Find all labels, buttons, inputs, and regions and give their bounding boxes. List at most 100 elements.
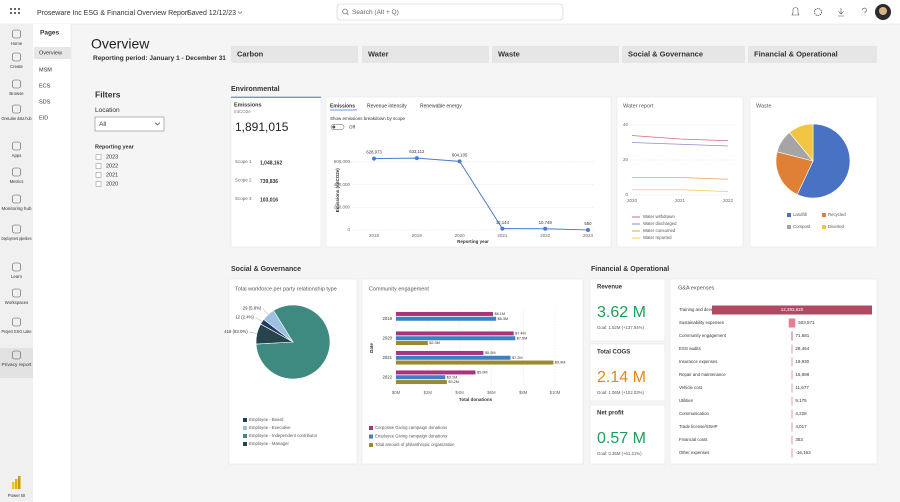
line bbox=[373, 157, 589, 231]
point bbox=[414, 156, 419, 161]
saved-chevron[interactable] bbox=[237, 11, 243, 14]
tab-label: Financial & Operational bbox=[754, 49, 838, 58]
download-icon[interactable] bbox=[838, 8, 844, 17]
scope-label: Scope 3 bbox=[235, 196, 252, 201]
nav-label[interactable]: Deployment pipelines bbox=[2, 236, 32, 241]
emissions-total: 1,891,015 bbox=[235, 120, 289, 134]
kpi-title: Net profit bbox=[597, 411, 624, 417]
funnel-bar bbox=[791, 370, 793, 380]
page-item[interactable]: EID bbox=[39, 115, 48, 121]
legend-swatch bbox=[243, 426, 247, 430]
page-item[interactable]: ECS bbox=[39, 83, 51, 89]
tab[interactable] bbox=[748, 46, 877, 63]
bar bbox=[396, 341, 428, 346]
location-dropdown[interactable] bbox=[94, 116, 165, 132]
chart-tab[interactable]: Renewable energy bbox=[420, 103, 462, 109]
nav-label[interactable]: Home bbox=[11, 41, 23, 46]
card-unit: mtCO2e bbox=[234, 109, 251, 114]
line bbox=[632, 189, 729, 192]
legend-label: Landfill bbox=[793, 212, 807, 217]
nav-label[interactable]: Browse bbox=[9, 91, 24, 96]
tab[interactable] bbox=[231, 46, 358, 63]
nav-label[interactable]: Learn bbox=[11, 274, 23, 279]
nav-label[interactable]: OneLake data hub bbox=[2, 116, 33, 121]
category-label: Vehicle cost bbox=[679, 385, 703, 390]
funnel-bar bbox=[791, 435, 793, 445]
search-box[interactable] bbox=[336, 3, 564, 21]
chart-tab[interactable]: Revenue intensity bbox=[367, 103, 407, 109]
bar bbox=[396, 336, 516, 341]
data-label: 10,749 bbox=[539, 220, 553, 225]
checkbox[interactable] bbox=[95, 172, 102, 178]
saved-status[interactable]: Saved 12/12/23 bbox=[187, 10, 236, 17]
nav-label[interactable]: Project ESG Lake bbox=[2, 329, 33, 334]
category-label: Communication bbox=[679, 411, 709, 416]
x-tick-label: 2021 bbox=[675, 198, 686, 203]
bar bbox=[396, 380, 447, 385]
data-label: 28,454 bbox=[795, 346, 809, 351]
bar bbox=[396, 350, 484, 355]
legend-swatch bbox=[822, 225, 826, 229]
x-tick-label: 2018 bbox=[369, 233, 380, 238]
data-label: 604,105 bbox=[452, 153, 468, 158]
legend-swatch bbox=[369, 426, 373, 430]
chart-title: Waste bbox=[756, 103, 771, 109]
nav-label[interactable]: Workspaces bbox=[5, 300, 29, 305]
chart-title: Community engagement bbox=[369, 286, 429, 292]
chart-tab[interactable]: Emissions bbox=[330, 103, 355, 109]
y-tick-label: 20 bbox=[623, 157, 629, 162]
chart-title: Total workforce per party relationship t… bbox=[235, 286, 337, 292]
legend-label: Corporate Giving campaign donations bbox=[375, 425, 447, 430]
settings-icon[interactable] bbox=[814, 8, 822, 16]
nav-label[interactable]: Power BI bbox=[8, 493, 25, 498]
nav-icon bbox=[12, 224, 21, 234]
y-tick-label: 400,000 bbox=[334, 182, 351, 187]
checkbox[interactable] bbox=[95, 163, 102, 169]
app-launcher[interactable] bbox=[10, 8, 20, 14]
page-selected bbox=[34, 47, 71, 59]
point bbox=[500, 226, 505, 231]
section-title: Social & Governance bbox=[231, 266, 301, 273]
page-item[interactable]: SDS bbox=[39, 99, 51, 105]
kpi-value: 2.14 M bbox=[597, 369, 646, 386]
tab[interactable] bbox=[362, 46, 489, 63]
funnel-bar bbox=[791, 422, 793, 432]
data-label: $6.3M bbox=[498, 317, 509, 321]
nav-label[interactable]: Apps bbox=[12, 153, 22, 158]
toggle-state: Off bbox=[349, 124, 356, 129]
section-title: Financial & Operational bbox=[591, 266, 669, 273]
location-label: Location bbox=[95, 107, 120, 114]
data-label: 12 (2.4%) bbox=[235, 314, 254, 319]
x-tick-label: $2M bbox=[424, 390, 433, 395]
checkbox[interactable] bbox=[95, 181, 102, 187]
point bbox=[457, 159, 462, 164]
nav-label[interactable]: Monitoring hub bbox=[2, 206, 33, 211]
x-tick-label: $4M bbox=[455, 390, 464, 395]
scopes: Scope 1 1,048,162 Scope 2 739,836 Scope 3 103… bbox=[235, 159, 282, 203]
help-icon[interactable] bbox=[862, 7, 867, 16]
nav-icon bbox=[12, 52, 21, 62]
legend-label: Employee - Board bbox=[249, 417, 284, 422]
nav-label[interactable]: Create bbox=[10, 64, 24, 69]
page-item[interactable]: MSM bbox=[39, 67, 52, 73]
checkbox[interactable] bbox=[95, 154, 102, 160]
legend-label: Compost bbox=[793, 224, 811, 229]
nav-icon bbox=[12, 167, 21, 177]
tab[interactable] bbox=[492, 46, 619, 63]
data-label: 16,898 bbox=[795, 372, 809, 377]
nav-label[interactable]: Metrics bbox=[10, 179, 24, 184]
search-icon bbox=[342, 8, 348, 15]
notifications-icon[interactable] bbox=[791, 7, 800, 16]
nav-label[interactable]: Privacy report bbox=[2, 362, 33, 367]
checkbox-label: 2020 bbox=[106, 181, 118, 187]
kpi-title: Revenue bbox=[597, 285, 623, 291]
y-tick-label: 0 bbox=[625, 192, 628, 197]
data-label: $6.1M bbox=[494, 312, 505, 316]
kpi-card bbox=[589, 278, 666, 342]
pie-slice bbox=[788, 123, 814, 162]
kpi-card bbox=[589, 404, 666, 465]
tab[interactable] bbox=[622, 46, 745, 63]
y-tick-label: 40 bbox=[623, 122, 629, 127]
page-item[interactable]: Overview bbox=[39, 50, 62, 56]
